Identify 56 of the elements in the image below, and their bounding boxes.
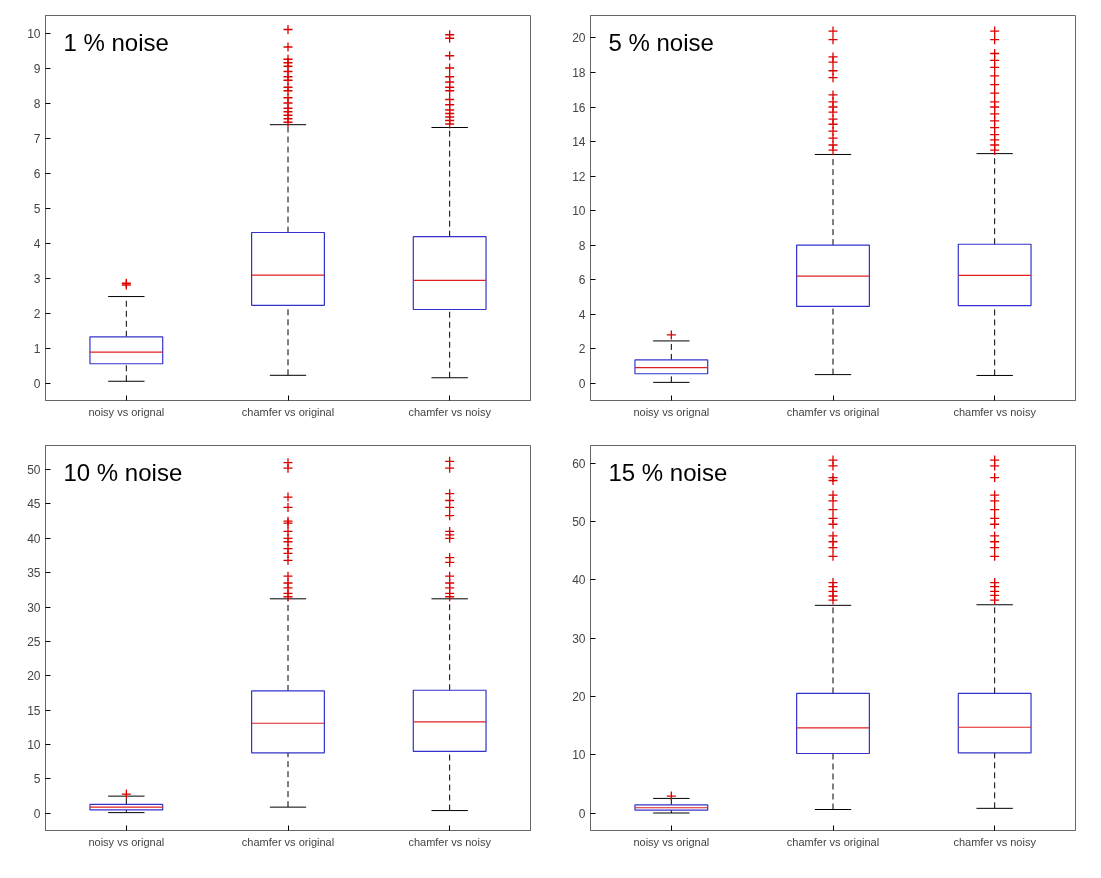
y-tick-label: 2 bbox=[33, 306, 41, 321]
y-tick-label: 20 bbox=[27, 669, 41, 684]
y-tick-label: 30 bbox=[572, 631, 586, 646]
x-tick-label: chamfer vs noisy bbox=[408, 835, 492, 848]
y-tick-label: 15 bbox=[27, 703, 41, 718]
x-tick-label: chamfer vs original bbox=[241, 405, 335, 418]
y-tick-label: 25 bbox=[27, 634, 41, 649]
y-tick-label: 20 bbox=[572, 31, 586, 46]
y-tick-label: 50 bbox=[572, 514, 586, 529]
y-tick-label: 2 bbox=[578, 342, 586, 357]
y-tick-label: 0 bbox=[33, 376, 41, 391]
x-tick-label: chamfer vs original bbox=[786, 835, 880, 848]
y-tick-label: 35 bbox=[27, 566, 41, 581]
y-tick-label: 50 bbox=[27, 463, 41, 478]
y-tick-label: 60 bbox=[572, 456, 586, 471]
y-tick-label: 6 bbox=[33, 166, 41, 181]
x-tick-label: chamfer vs original bbox=[786, 405, 880, 418]
x-tick-label: chamfer vs original bbox=[241, 835, 335, 848]
x-tick-label: noisy vs orignal bbox=[88, 835, 165, 848]
y-tick-label: 5 bbox=[33, 772, 41, 787]
y-tick-label: 0 bbox=[33, 806, 41, 821]
y-tick-label: 10 bbox=[572, 204, 586, 219]
annotation: 10 % noise bbox=[63, 458, 183, 486]
y-tick-label: 9 bbox=[33, 61, 41, 76]
y-tick-label: 12 bbox=[572, 169, 586, 184]
y-tick-label: 0 bbox=[578, 376, 586, 391]
y-tick-label: 8 bbox=[33, 96, 41, 111]
y-tick-label: 7 bbox=[33, 131, 41, 146]
y-tick-label: 4 bbox=[578, 307, 586, 322]
y-tick-label: 18 bbox=[572, 65, 586, 80]
y-tick-label: 6 bbox=[578, 273, 586, 288]
y-tick-label: 30 bbox=[27, 600, 41, 615]
y-tick-label: 40 bbox=[572, 573, 586, 588]
x-tick-label: noisy vs orignal bbox=[633, 835, 710, 848]
y-tick-label: 45 bbox=[27, 497, 41, 512]
x-tick-label: noisy vs orignal bbox=[633, 405, 710, 418]
y-tick-label: 10 bbox=[27, 26, 41, 41]
y-tick-label: 40 bbox=[27, 531, 41, 546]
y-tick-label: 16 bbox=[572, 100, 586, 115]
annotation: 5 % noise bbox=[608, 28, 714, 56]
x-tick-label: chamfer vs noisy bbox=[953, 405, 1037, 418]
annotation: 1 % noise bbox=[63, 28, 169, 56]
y-tick-label: 1 bbox=[33, 341, 41, 356]
y-tick-label: 8 bbox=[578, 238, 586, 253]
y-tick-label: 3 bbox=[33, 271, 41, 286]
y-tick-label: 10 bbox=[572, 748, 586, 763]
x-tick-label: chamfer vs noisy bbox=[953, 835, 1037, 848]
y-tick-label: 4 bbox=[33, 236, 41, 251]
x-tick-label: noisy vs orignal bbox=[88, 405, 165, 418]
y-tick-label: 10 bbox=[27, 738, 41, 753]
annotation: 15 % noise bbox=[608, 458, 728, 486]
y-tick-label: 20 bbox=[572, 689, 586, 704]
x-tick-label: chamfer vs noisy bbox=[408, 405, 492, 418]
y-tick-label: 5 bbox=[33, 201, 41, 216]
y-tick-label: 14 bbox=[572, 135, 586, 150]
y-tick-label: 0 bbox=[578, 806, 586, 821]
